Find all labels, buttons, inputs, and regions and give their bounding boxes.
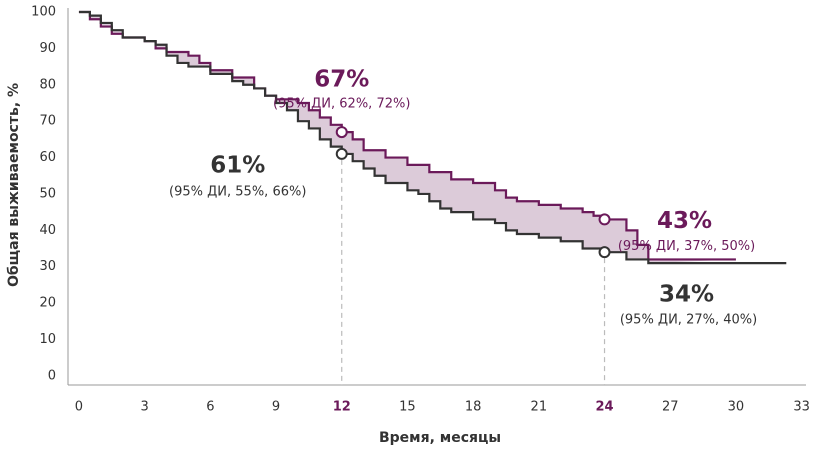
annotation-ci: (95% ДИ, 27%, 40%) bbox=[620, 313, 757, 328]
point-marker bbox=[335, 126, 348, 139]
survival-line bbox=[78, 10, 736, 261]
y-tick-label: 50 bbox=[39, 186, 56, 201]
x-tick-label: 15 bbox=[399, 400, 416, 415]
y-tick-label: 70 bbox=[39, 114, 56, 129]
annotation-value: 61% bbox=[210, 152, 265, 178]
x-tick-label: 27 bbox=[662, 400, 679, 415]
y-tick-label: 90 bbox=[39, 41, 56, 56]
x-tick-label: 21 bbox=[531, 400, 548, 415]
y-tick-label: 60 bbox=[39, 150, 56, 165]
y-tick-label: 40 bbox=[39, 223, 56, 238]
y-tick-label: 0 bbox=[48, 368, 56, 383]
x-tick-label: 9 bbox=[272, 400, 280, 415]
annotation-value: 43% bbox=[657, 208, 712, 234]
x-tick-label: 24 bbox=[595, 400, 613, 415]
y-tick-label: 30 bbox=[39, 259, 56, 274]
x-tick-label: 6 bbox=[206, 400, 214, 415]
y-tick-label: 20 bbox=[39, 296, 56, 311]
x-tick-label: 18 bbox=[465, 400, 482, 415]
annotation-ci: (95% ДИ, 37%, 50%) bbox=[618, 239, 755, 254]
annotation-ci: (95% ДИ, 55%, 66%) bbox=[169, 184, 306, 199]
y-tick-label: 80 bbox=[39, 77, 56, 92]
annotation-ci: (95% ДИ, 62%, 72%) bbox=[273, 97, 410, 112]
y-axis-label: Общая выживаемость, % bbox=[6, 83, 22, 287]
point-marker bbox=[598, 246, 611, 259]
x-tick-label: 30 bbox=[728, 400, 745, 415]
point-marker bbox=[335, 147, 348, 160]
x-tick-label: 0 bbox=[75, 400, 83, 415]
y-tick-label: 100 bbox=[31, 5, 56, 20]
x-tick-label: 3 bbox=[141, 400, 149, 415]
x-tick-label: 33 bbox=[793, 400, 810, 415]
y-tick-label: 10 bbox=[39, 332, 56, 347]
point-marker bbox=[598, 213, 611, 226]
difference-shading bbox=[78, 12, 736, 264]
x-tick-label: 12 bbox=[333, 400, 351, 415]
survival-line bbox=[78, 10, 787, 265]
annotation-value: 67% bbox=[314, 67, 369, 93]
annotation-value: 34% bbox=[659, 282, 714, 308]
x-axis-label: Время, месяцы bbox=[379, 430, 501, 446]
